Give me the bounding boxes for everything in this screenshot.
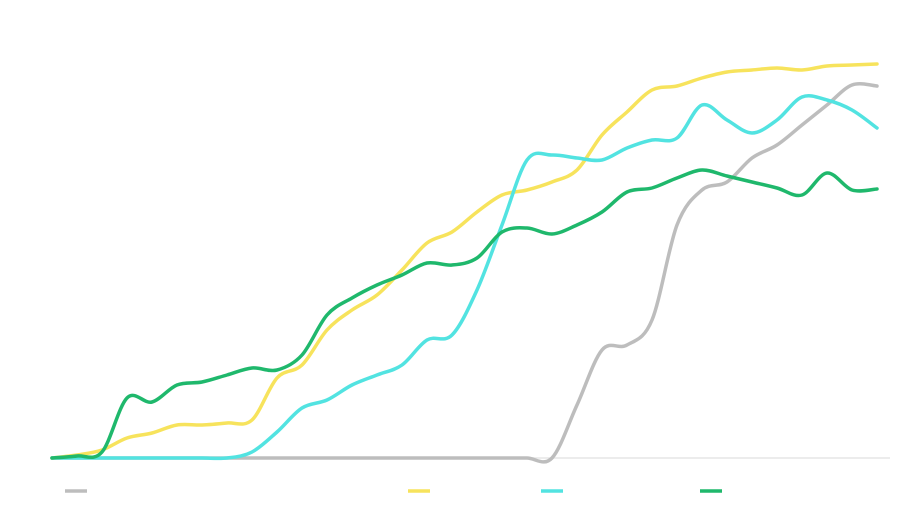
series-line [50,168,879,460]
plot-area [50,62,890,464]
series-line [50,62,879,460]
series-line [50,94,879,461]
series-line [50,82,879,464]
